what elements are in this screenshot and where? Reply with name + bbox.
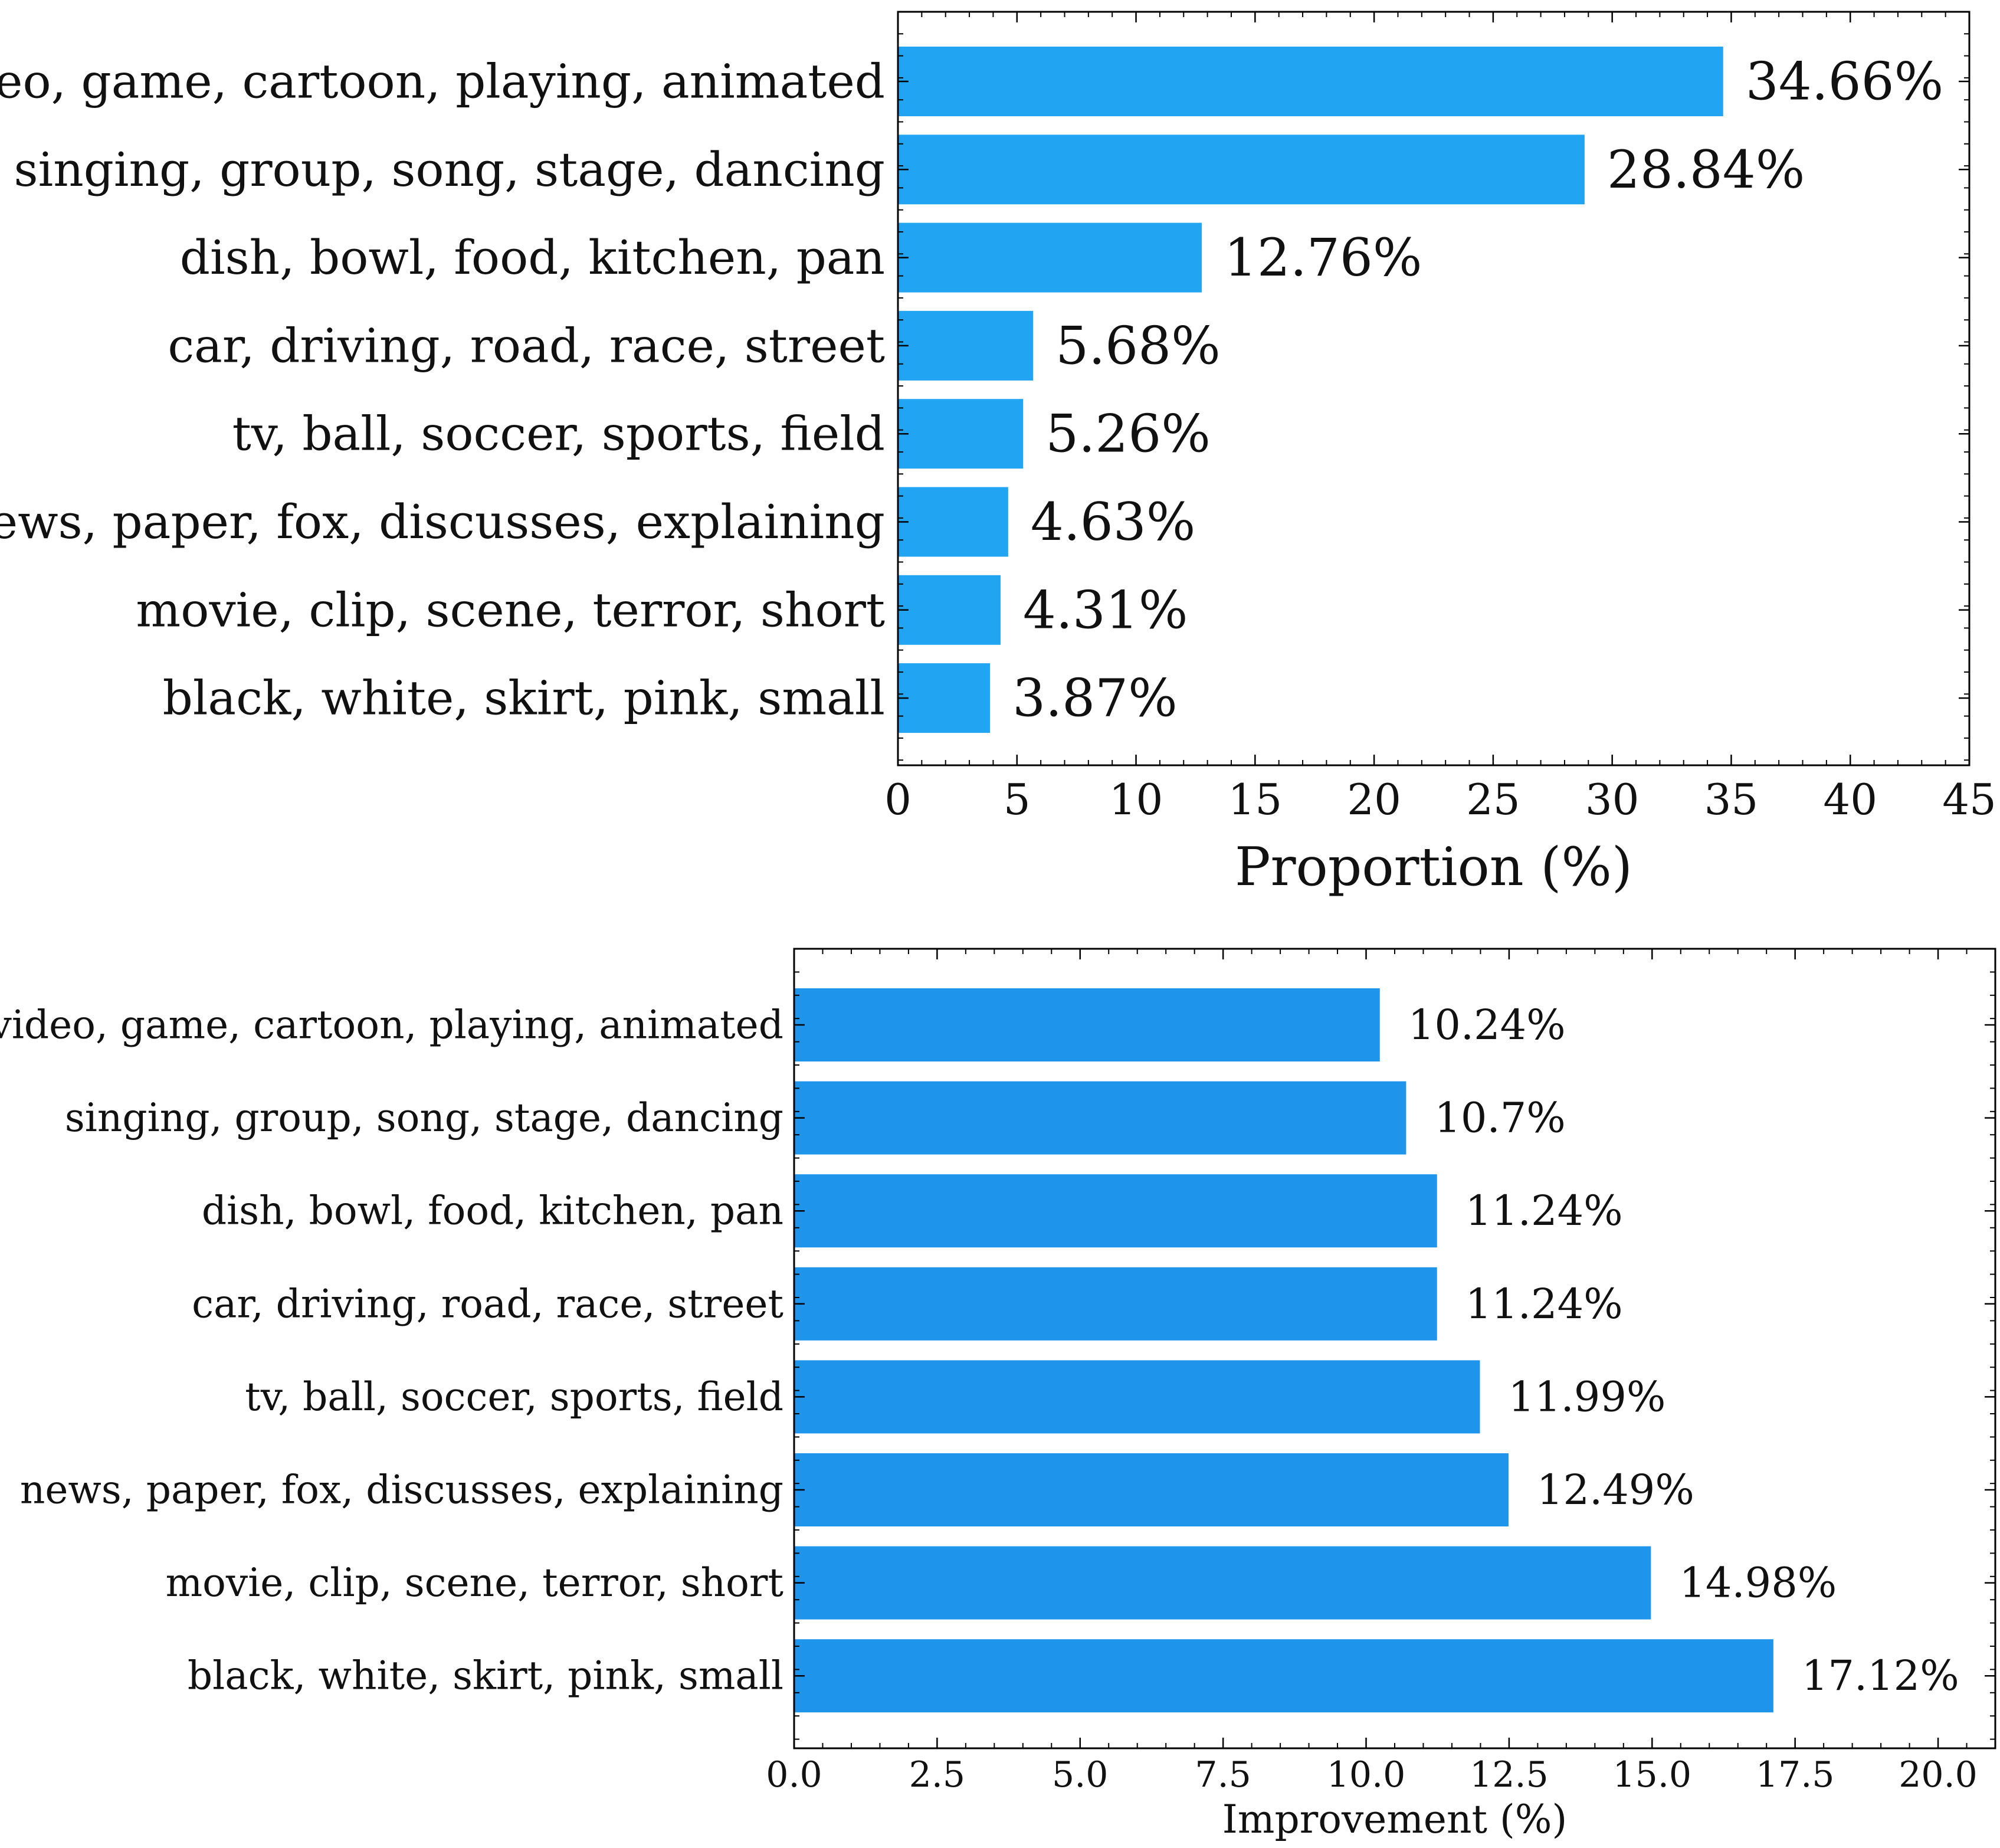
category-label: car, driving, road, race, street (192, 1281, 783, 1326)
x-tick-label: 30 (1585, 775, 1640, 824)
value-label: 11.24% (1465, 1187, 1623, 1235)
bar (898, 575, 1001, 645)
x-tick-label: 40 (1823, 775, 1877, 824)
bar (898, 310, 1034, 381)
bar (794, 1360, 1480, 1434)
bar (898, 222, 1202, 293)
x-tick-label: 7.5 (1195, 1754, 1251, 1795)
category-label: tv, ball, soccer, sports, field (245, 1374, 783, 1420)
x-tick-label: 2.5 (909, 1754, 965, 1795)
x-tick-label: 0 (884, 775, 912, 824)
x-tick-label: 20.0 (1899, 1754, 1978, 1795)
value-label: 5.26% (1045, 404, 1211, 464)
bar (794, 1174, 1437, 1248)
value-label: 11.99% (1508, 1372, 1665, 1421)
value-label: 10.24% (1408, 1001, 1566, 1049)
bar (898, 399, 1024, 469)
x-axis-label: Improvement (%) (1222, 1797, 1567, 1842)
value-label: 10.7% (1434, 1094, 1565, 1142)
value-label: 34.66% (1746, 51, 1944, 112)
category-label: singing, group, song, stage, dancing (14, 142, 885, 197)
value-label: 4.63% (1031, 492, 1196, 552)
bar (794, 988, 1380, 1061)
bar (794, 1081, 1406, 1155)
category-label: dish, bowl, food, kitchen, pan (180, 230, 885, 285)
value-label: 5.68% (1055, 315, 1221, 376)
value-label: 14.98% (1679, 1559, 1837, 1607)
x-tick-label: 5.0 (1052, 1754, 1108, 1795)
improvement-chart: video, game, cartoon, playing, animated 1… (0, 948, 1996, 1842)
value-label: 28.84% (1607, 139, 1805, 200)
proportion-chart: video, game, cartoon, playing, animated 3… (0, 11, 1996, 898)
value-label: 3.87% (1012, 668, 1178, 729)
plot-frame (897, 11, 1971, 766)
category-label: black, white, skirt, pink, small (163, 671, 885, 726)
plot-frame (793, 948, 1996, 1749)
x-tick-label: 5 (1004, 775, 1031, 824)
value-label: 4.31% (1023, 579, 1188, 640)
x-tick-label: 12.5 (1470, 1754, 1549, 1795)
x-tick-label: 0.0 (766, 1754, 822, 1795)
bar (794, 1267, 1437, 1341)
category-label: news, paper, fox, discusses, explaining (20, 1467, 783, 1513)
category-label: car, driving, road, race, street (168, 318, 885, 373)
value-label: 17.12% (1802, 1652, 1959, 1700)
x-axis-label: Proportion (%) (1235, 836, 1632, 898)
bar (898, 663, 991, 733)
x-tick-label: 45 (1942, 775, 1996, 824)
x-tick-label: 25 (1466, 775, 1520, 824)
bar (898, 135, 1585, 205)
bar (898, 487, 1008, 557)
x-tick-label: 35 (1704, 775, 1759, 824)
x-tick-label: 15.0 (1612, 1754, 1691, 1795)
category-label: singing, group, song, stage, dancing (65, 1095, 783, 1141)
x-tick-label: 17.5 (1756, 1754, 1835, 1795)
bar (794, 1453, 1509, 1526)
x-tick-label: 20 (1347, 775, 1401, 824)
value-label: 12.49% (1537, 1466, 1694, 1514)
category-label: movie, clip, scene, terror, short (166, 1560, 783, 1605)
value-label: 11.24% (1465, 1280, 1623, 1328)
category-label: video, game, cartoon, playing, animated (0, 54, 885, 109)
category-label: video, game, cartoon, playing, animated (0, 1002, 783, 1048)
category-label: movie, clip, scene, terror, short (136, 582, 885, 637)
category-label: dish, bowl, food, kitchen, pan (202, 1188, 783, 1234)
x-tick-label: 10 (1109, 775, 1163, 824)
category-label: black, white, skirt, pink, small (188, 1653, 783, 1699)
value-label: 12.76% (1224, 227, 1422, 288)
bar (794, 1639, 1773, 1713)
bar (794, 1546, 1651, 1620)
category-label: tv, ball, soccer, sports, field (232, 407, 885, 461)
category-label: news, paper, fox, discusses, explaining (0, 494, 885, 549)
bar (898, 47, 1723, 116)
x-tick-label: 10.0 (1327, 1754, 1406, 1795)
x-tick-label: 15 (1228, 775, 1283, 824)
